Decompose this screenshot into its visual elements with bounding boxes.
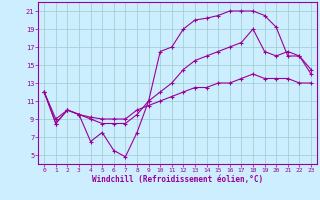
X-axis label: Windchill (Refroidissement éolien,°C): Windchill (Refroidissement éolien,°C) <box>92 175 263 184</box>
